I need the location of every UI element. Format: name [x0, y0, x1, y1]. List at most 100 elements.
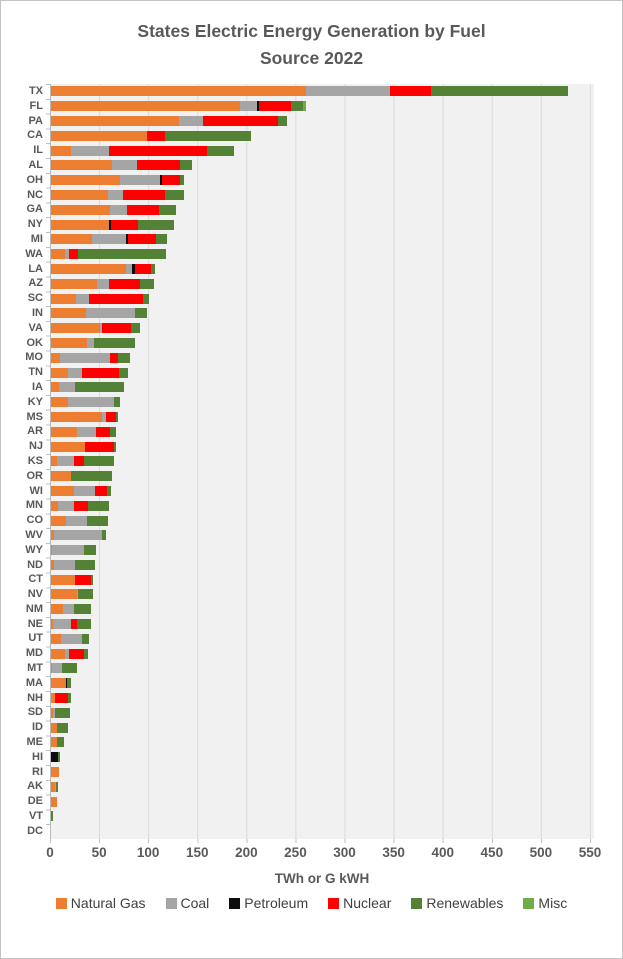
segment-renewables	[102, 530, 106, 541]
category-label-nv: NV	[27, 588, 43, 601]
bar-row-ny	[51, 217, 594, 232]
segment-natural-gas	[51, 545, 52, 556]
bar-row-ne	[51, 617, 594, 632]
bar-row-wi	[51, 484, 594, 499]
stacked-bar-il	[51, 145, 594, 156]
category-label-nj: NJ	[28, 440, 43, 453]
segment-natural-gas	[51, 367, 68, 378]
legend-item-misc: Misc	[523, 895, 567, 911]
bar-row-ct	[51, 572, 594, 587]
stacked-bar-id	[51, 722, 594, 733]
segment-natural-gas	[51, 234, 93, 245]
segment-natural-gas	[51, 471, 71, 482]
stacked-bar-md	[51, 648, 594, 659]
segment-natural-gas	[51, 441, 86, 452]
category-label-me: ME	[26, 736, 44, 749]
x-tick-label-350: 350	[382, 845, 405, 860]
segment-coal	[52, 619, 71, 630]
category-label-wv: WV	[25, 528, 43, 541]
segment-coal	[64, 648, 69, 659]
segment-renewables	[106, 485, 111, 496]
bar-row-dc	[51, 824, 594, 839]
stacked-bar-ar	[51, 426, 594, 437]
segment-coal	[119, 175, 160, 186]
segment-coal	[64, 249, 69, 260]
stacked-bar-al	[51, 160, 594, 171]
x-axis: 0 50 100 150 200 250 300 350 400 450 500 550	[46, 839, 601, 863]
category-label-wa: WA	[25, 247, 43, 260]
category-label-ar: AR	[27, 425, 43, 438]
segment-coal	[240, 101, 258, 112]
legend-item-nuclear: Nuclear	[328, 895, 391, 911]
category-label-ak: AK	[27, 780, 43, 793]
segment-coal	[53, 530, 103, 541]
segment-natural-gas	[51, 130, 148, 141]
category-label-wy: WY	[25, 543, 43, 556]
legend-item-renewables: Renewables	[411, 895, 503, 911]
segment-natural-gas	[51, 249, 65, 260]
category-label-ne: NE	[27, 617, 43, 630]
segment-coal	[86, 308, 136, 319]
segment-renewables	[113, 397, 120, 408]
bar-row-or	[51, 469, 594, 484]
segment-coal	[109, 204, 127, 215]
x-axis-tick-marks	[50, 839, 591, 843]
segment-coal	[76, 426, 97, 437]
category-label-nh: NH	[27, 691, 43, 704]
segment-nuclear	[102, 323, 131, 334]
segment-nuclear	[96, 426, 110, 437]
category-label-ky: KY	[27, 395, 43, 408]
category-label-nm: NM	[25, 602, 43, 615]
category-label-va: VA	[28, 321, 43, 334]
segment-renewables	[164, 130, 252, 141]
bar-row-ma	[51, 676, 594, 691]
segment-coal	[92, 234, 126, 245]
bar-row-in	[51, 306, 594, 321]
segment-nuclear	[122, 189, 165, 200]
segment-coal	[58, 382, 75, 393]
stacked-bar-sc	[51, 293, 594, 304]
bar-row-wa	[51, 247, 594, 262]
segment-coal	[87, 337, 95, 348]
category-label-or: OR	[26, 469, 44, 482]
segment-renewables	[94, 337, 136, 348]
legend-swatch-renewables	[411, 897, 423, 909]
stacked-bar-ok	[51, 337, 594, 348]
category-label-hi: HI	[32, 750, 43, 763]
segment-renewables	[84, 545, 97, 556]
category-label-ia: IA	[32, 380, 43, 393]
stacked-bar-ne	[51, 619, 594, 630]
segment-coal	[107, 189, 123, 200]
category-label-ca: CA	[27, 129, 43, 142]
bar-row-mt	[51, 661, 594, 676]
category-label-vt: VT	[28, 810, 43, 823]
segment-coal	[75, 293, 90, 304]
category-label-la: LA	[28, 262, 43, 275]
stacked-bar-ms	[51, 411, 594, 422]
segment-coal	[100, 323, 103, 334]
bar-row-nd	[51, 558, 594, 573]
segment-renewables	[84, 456, 114, 467]
segment-renewables	[277, 115, 287, 126]
stacked-bar-tx	[51, 86, 594, 97]
legend: Natural Gas Coal Petroleum Nuclear Renewable…	[1, 895, 622, 911]
segment-natural-gas	[51, 574, 75, 585]
segment-nuclear	[389, 86, 431, 97]
stacked-bar-va	[51, 323, 594, 334]
segment-nuclear	[68, 249, 79, 260]
segment-renewables	[117, 352, 130, 363]
segment-nuclear	[105, 411, 116, 422]
category-label-id: ID	[32, 721, 43, 734]
legend-label-renewables: Renewables	[426, 895, 504, 911]
segment-nuclear	[85, 441, 114, 452]
bar-row-ri	[51, 765, 594, 780]
segment-renewables	[430, 86, 569, 97]
segment-nuclear	[108, 278, 141, 289]
x-axis-title: TWh or G kWH	[274, 871, 370, 886]
segment-natural-gas	[51, 101, 241, 112]
legend-label-natural-gas: Natural Gas	[70, 895, 146, 911]
x-tick-label-400: 400	[431, 845, 454, 860]
segment-nuclear	[89, 293, 144, 304]
segment-petroleum	[257, 101, 260, 112]
